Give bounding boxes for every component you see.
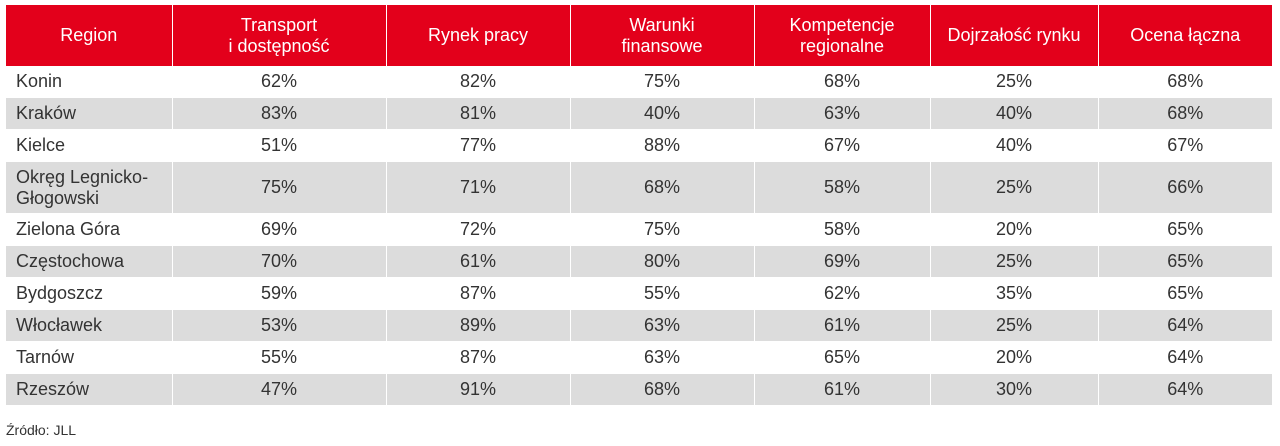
header-warunki-finansowe: Warunki finansowe <box>569 5 754 66</box>
value-cell: 40% <box>929 97 1098 130</box>
value-cell: 61% <box>385 245 570 278</box>
table-row: Zielona Góra 69% 72% 75% 58% 20% 65% <box>6 213 1272 246</box>
value-cell: 91% <box>385 373 570 406</box>
value-cell: 65% <box>1097 213 1272 246</box>
value-cell: 25% <box>929 161 1098 214</box>
region-cell: Włocławek <box>6 309 172 342</box>
header-rynek-pracy: Rynek pracy <box>385 5 570 66</box>
region-cell: Konin <box>6 66 172 98</box>
value-cell: 75% <box>569 213 754 246</box>
table-row: Okręg Legnicko- Głogowski 75% 71% 68% 58% 25% 6… <box>6 161 1272 214</box>
value-cell: 75% <box>569 66 754 98</box>
value-cell: 63% <box>569 341 754 374</box>
region-cell: Kraków <box>6 97 172 130</box>
value-cell: 55% <box>171 341 386 374</box>
table-row: Konin 62% 82% 75% 68% 25% 68% <box>6 66 1272 98</box>
table-row: Kraków 83% 81% 40% 63% 40% 68% <box>6 97 1272 130</box>
region-cell: Tarnów <box>6 341 172 374</box>
table-row: Włocławek 53% 89% 63% 61% 25% 64% <box>6 309 1272 342</box>
value-cell: 58% <box>753 161 930 214</box>
table-row: Tarnów 55% 87% 63% 65% 20% 64% <box>6 341 1272 374</box>
header-region: Region <box>6 5 172 66</box>
value-cell: 53% <box>171 309 386 342</box>
header-ocena-laczna: Ocena łączna <box>1097 5 1272 66</box>
table-row: Rzeszów 47% 91% 68% 61% 30% 64% <box>6 373 1272 406</box>
region-cell: Częstochowa <box>6 245 172 278</box>
value-cell: 61% <box>753 309 930 342</box>
value-cell: 40% <box>929 129 1098 162</box>
value-cell: 65% <box>1097 245 1272 278</box>
value-cell: 77% <box>385 129 570 162</box>
value-cell: 47% <box>171 373 386 406</box>
value-cell: 58% <box>753 213 930 246</box>
value-cell: 61% <box>753 373 930 406</box>
value-cell: 65% <box>1097 277 1272 310</box>
value-cell: 66% <box>1097 161 1272 214</box>
value-cell: 62% <box>171 66 386 98</box>
value-cell: 51% <box>171 129 386 162</box>
value-cell: 55% <box>569 277 754 310</box>
value-cell: 87% <box>385 277 570 310</box>
value-cell: 69% <box>171 213 386 246</box>
value-cell: 63% <box>753 97 930 130</box>
value-cell: 72% <box>385 213 570 246</box>
value-cell: 81% <box>385 97 570 130</box>
header-transport: Transport i dostępność <box>171 5 386 66</box>
value-cell: 71% <box>385 161 570 214</box>
ranking-table: Region Transport i dostępność Rynek pracy… <box>6 5 1272 406</box>
value-cell: 40% <box>569 97 754 130</box>
value-cell: 67% <box>753 129 930 162</box>
region-cell: Okręg Legnicko- Głogowski <box>6 161 172 214</box>
value-cell: 62% <box>753 277 930 310</box>
value-cell: 68% <box>1097 66 1272 98</box>
table-header-row: Region Transport i dostępność Rynek pracy… <box>6 5 1272 66</box>
table-row: Bydgoszcz 59% 87% 55% 62% 35% 65% <box>6 277 1272 310</box>
value-cell: 68% <box>569 373 754 406</box>
value-cell: 70% <box>171 245 386 278</box>
region-cell: Bydgoszcz <box>6 277 172 310</box>
header-dojrzalosc: Dojrzałość rynku <box>929 5 1098 66</box>
value-cell: 20% <box>929 341 1098 374</box>
value-cell: 68% <box>1097 97 1272 130</box>
region-cell: Zielona Góra <box>6 213 172 246</box>
value-cell: 68% <box>569 161 754 214</box>
value-cell: 30% <box>929 373 1098 406</box>
value-cell: 25% <box>929 309 1098 342</box>
value-cell: 83% <box>171 97 386 130</box>
value-cell: 67% <box>1097 129 1272 162</box>
value-cell: 25% <box>929 245 1098 278</box>
value-cell: 82% <box>385 66 570 98</box>
value-cell: 64% <box>1097 309 1272 342</box>
value-cell: 88% <box>569 129 754 162</box>
value-cell: 65% <box>753 341 930 374</box>
value-cell: 20% <box>929 213 1098 246</box>
value-cell: 35% <box>929 277 1098 310</box>
table-row: Kielce 51% 77% 88% 67% 40% 67% <box>6 129 1272 162</box>
header-kompetencje: Kompetencje regionalne <box>753 5 930 66</box>
value-cell: 87% <box>385 341 570 374</box>
value-cell: 59% <box>171 277 386 310</box>
value-cell: 69% <box>753 245 930 278</box>
table-row: Częstochowa 70% 61% 80% 69% 25% 65% <box>6 245 1272 278</box>
region-cell: Kielce <box>6 129 172 162</box>
value-cell: 75% <box>171 161 386 214</box>
region-cell: Rzeszów <box>6 373 172 406</box>
source-note: Źródło: JLL <box>6 422 77 438</box>
value-cell: 80% <box>569 245 754 278</box>
ranking-table-container: Region Transport i dostępność Rynek pracy… <box>6 5 1272 406</box>
value-cell: 64% <box>1097 341 1272 374</box>
value-cell: 25% <box>929 66 1098 98</box>
value-cell: 68% <box>753 66 930 98</box>
value-cell: 63% <box>569 309 754 342</box>
value-cell: 64% <box>1097 373 1272 406</box>
value-cell: 89% <box>385 309 570 342</box>
